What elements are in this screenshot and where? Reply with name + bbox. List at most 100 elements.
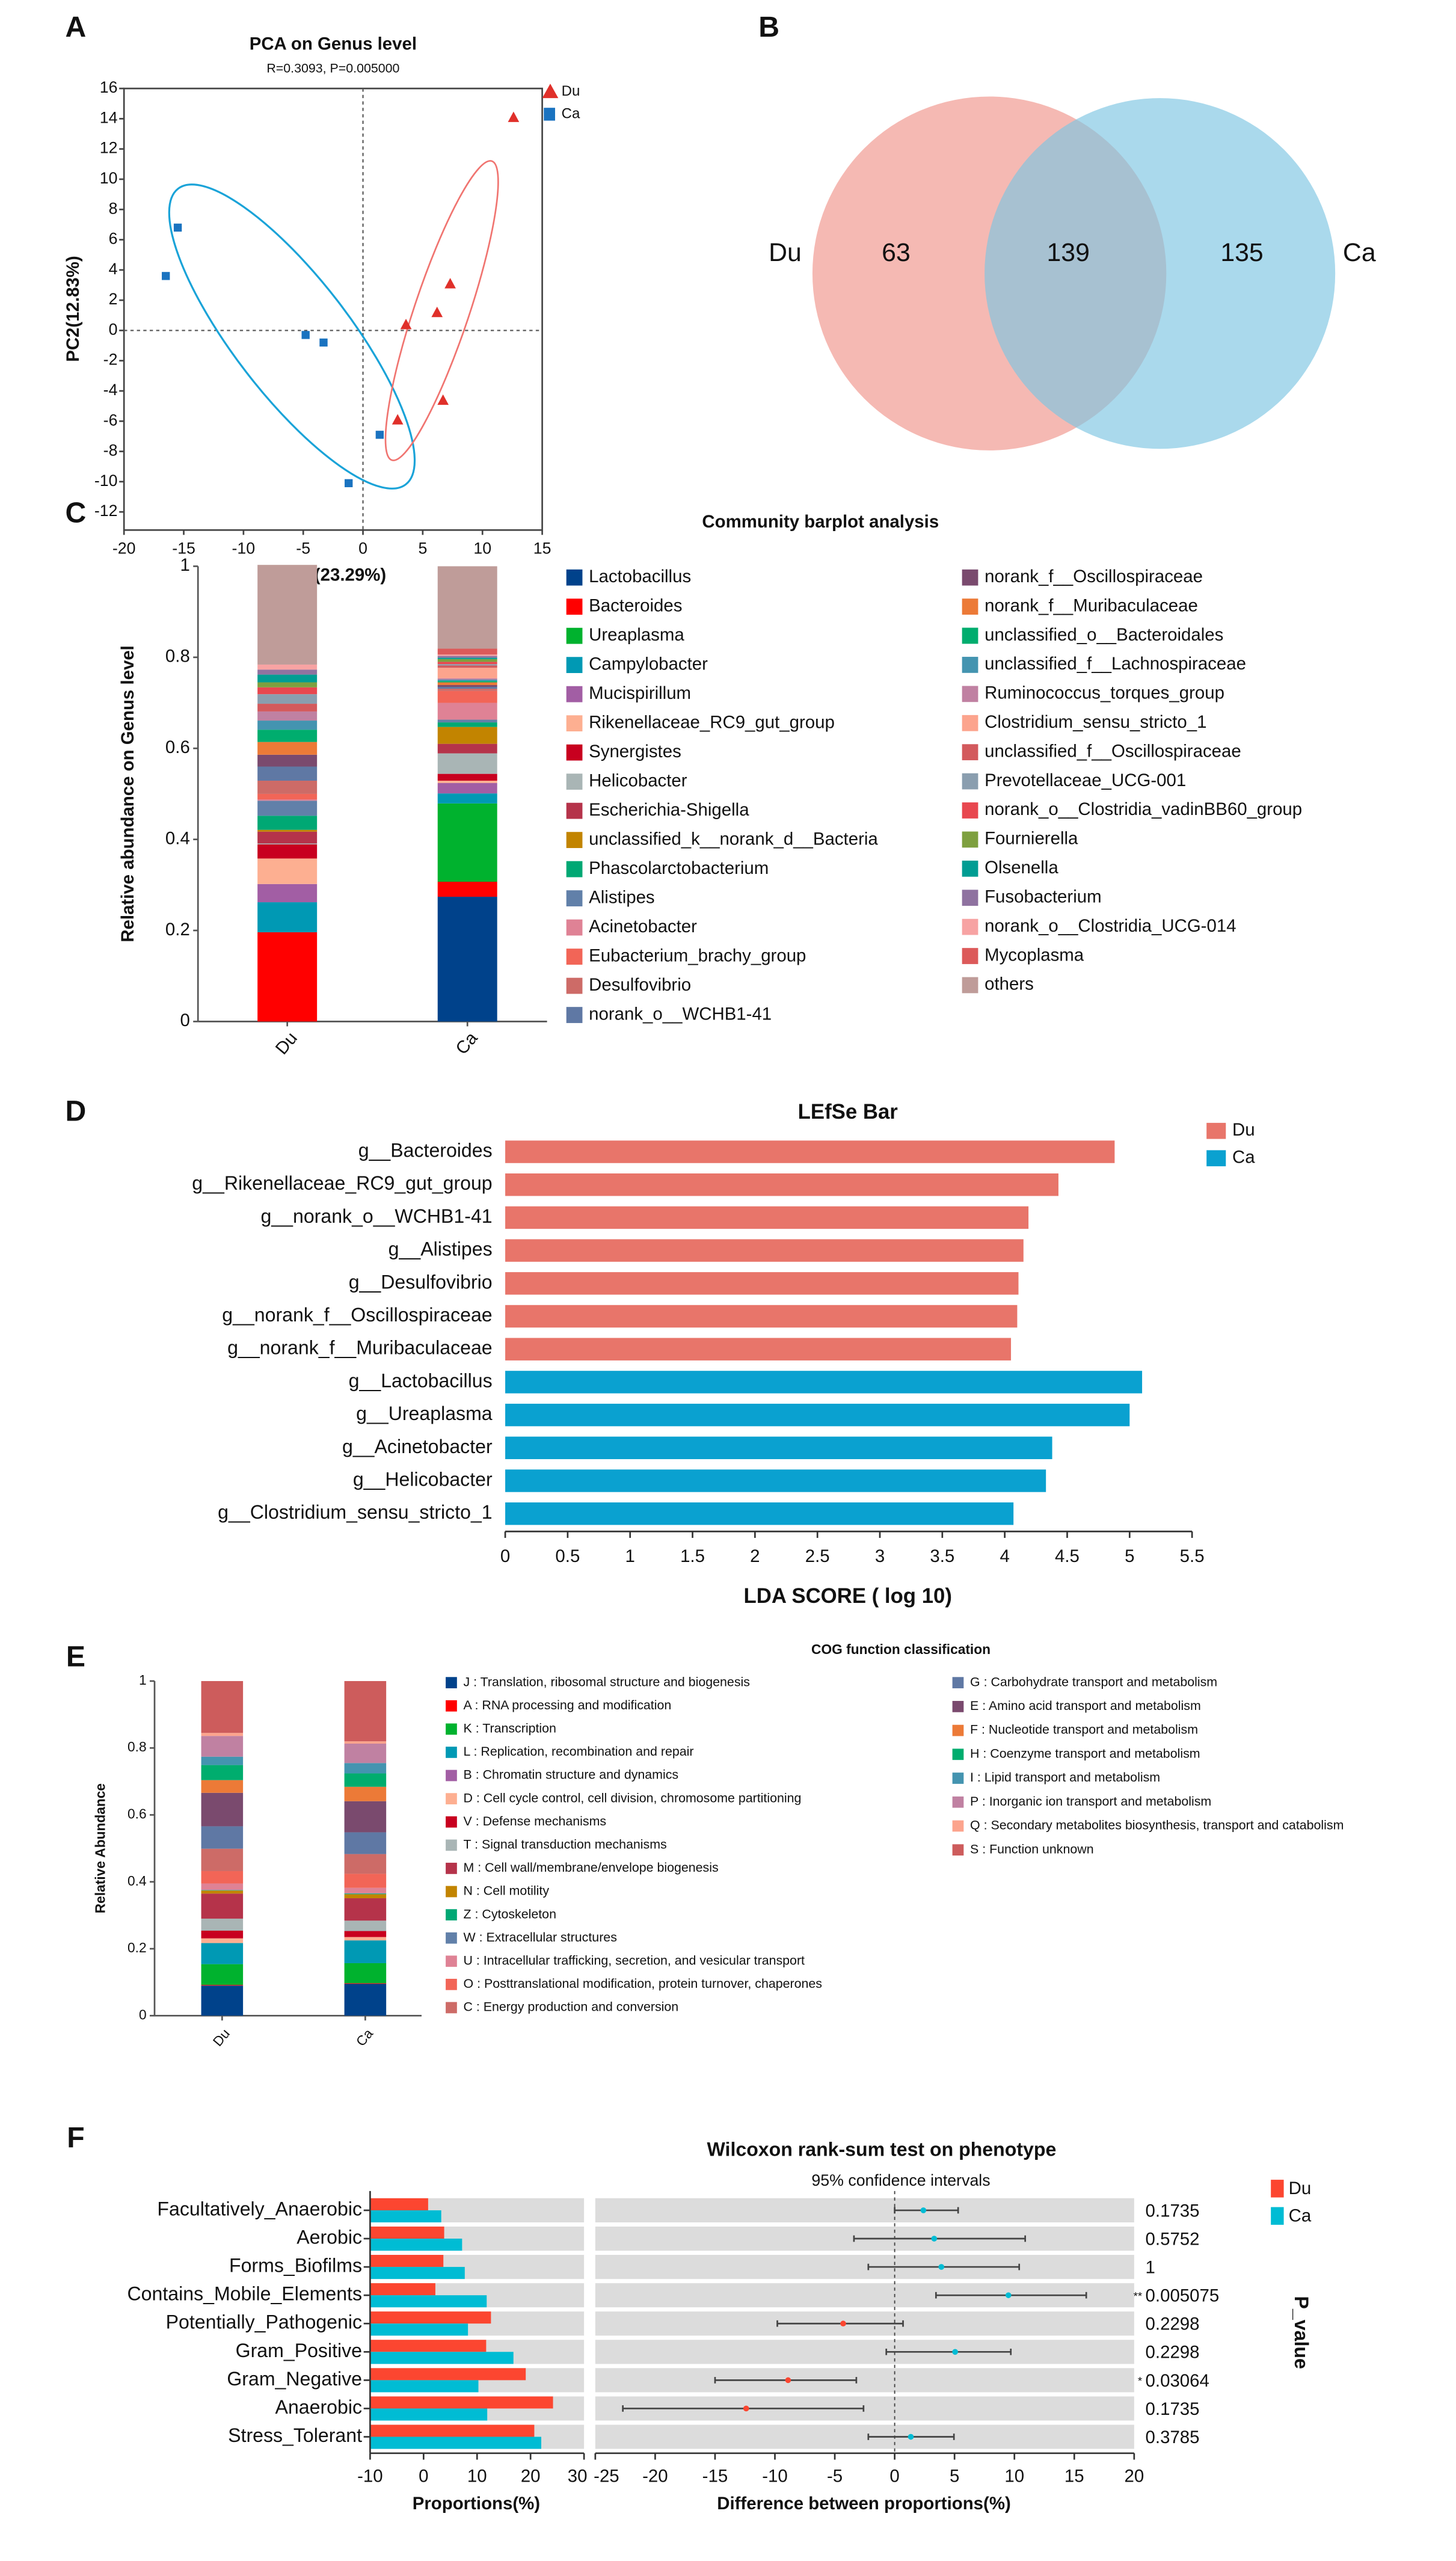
confidence-ellipse-ca [168, 183, 416, 490]
legend-label: F : Nucleotide transport and metabolism [970, 1723, 1198, 1737]
stack-segment [437, 803, 497, 882]
panel-a: A PCA on Genus level R=0.3093, P=0.005000 -… [63, 11, 580, 585]
legend-label: unclassified_f__Oscillospiraceae [984, 741, 1241, 761]
panel-e: E 0 0.2 0.4 0.6 0.8 1 Du Ca Relative Abundance COG… [66, 1640, 1344, 2049]
stack-segment [344, 1984, 387, 2016]
bar-label: g__Clostridium_sensu_stricto_1 [218, 1501, 492, 1523]
lda-bar [505, 1403, 1130, 1427]
stack-segment [257, 704, 318, 712]
x-tick-label: -15 [702, 2467, 728, 2486]
legend-swatch [1271, 2207, 1284, 2225]
stack-segment [257, 669, 318, 675]
stack-segment [257, 754, 318, 767]
stack-segment [437, 753, 497, 774]
bar-label: g__norank_o__WCHB1-41 [260, 1205, 492, 1227]
legend-label: K : Transcription [464, 1721, 556, 1736]
stack-segment [437, 566, 497, 649]
bar-label: g__Rikenellaceae_RC9_gut_group [192, 1172, 492, 1194]
p-value-axis-title: P_value [1291, 2296, 1312, 2369]
venn-set-label: Du [769, 238, 802, 267]
stack-segment [344, 1744, 387, 1763]
chart-subtitle: R=0.3093, P=0.005000 [266, 61, 399, 76]
difference-point [908, 2433, 914, 2440]
proportion-bar-ca [370, 2295, 487, 2308]
legend-label: Du [1289, 2178, 1312, 2198]
legend-label: Q : Secondary metabolites biosynthesis, … [970, 1818, 1344, 1833]
chart-title: Wilcoxon rank-sum test on phenotype [707, 2138, 1057, 2160]
stack-segment [437, 668, 497, 678]
stack-segment [257, 799, 318, 801]
stack-segment [344, 1786, 387, 1801]
venn-count-du: 63 [882, 238, 911, 267]
legend-swatch [446, 1723, 457, 1735]
stack-segment [437, 703, 497, 720]
stack-segment [437, 664, 497, 666]
stack-segment [344, 1741, 387, 1744]
bar-label: g__Lactobacillus [349, 1370, 493, 1391]
data-point-ca [375, 431, 384, 439]
legend-label: others [984, 974, 1034, 994]
legend-swatch [446, 1816, 457, 1828]
stack-segment [344, 1983, 387, 1984]
difference-point [931, 2236, 938, 2242]
legend-label: T : Signal transduction mechanisms [464, 1837, 667, 1851]
legend-swatch [952, 1820, 964, 1832]
legend-swatch [446, 1863, 457, 1874]
legend-label: Clostridium_sensu_stricto_1 [984, 712, 1206, 732]
stack-segment [344, 1874, 387, 1888]
y-tick-label: 16 [100, 78, 118, 96]
panel-f: F Wilcoxon rank-sum test on phenotype 95% … [67, 2121, 1312, 2513]
stack-segment [437, 681, 497, 683]
x-tick-label: 5 [418, 539, 427, 557]
bar-label: g__Desulfovibrio [349, 1271, 493, 1293]
x-tick-label: Ca [452, 1028, 482, 1059]
lda-bar [505, 1173, 1058, 1196]
x-tick-label: 10 [473, 539, 491, 557]
row-band-right [595, 2424, 1134, 2449]
legend-label: Ureaplasma [589, 625, 684, 645]
chart-title: LEfSe Bar [798, 1101, 898, 1124]
row-band-right [595, 2368, 1134, 2393]
venn-count-ca: 135 [1220, 238, 1263, 267]
legend-label: Z : Cytoskeleton [464, 1907, 556, 1921]
category-label: Gram_Negative [227, 2368, 362, 2390]
stack-segment [257, 694, 318, 704]
x-tick-label: -20 [112, 539, 136, 557]
significance-marker: ** [1134, 2290, 1143, 2302]
legend-swatch [446, 1769, 457, 1782]
stack-segment [437, 882, 497, 897]
y-tick-label: 1 [180, 555, 189, 575]
legend-swatch [952, 1724, 964, 1736]
legend-label: Ca [1289, 2206, 1312, 2225]
stack-segment [344, 1931, 387, 1937]
data-point-ca [301, 331, 310, 339]
proportion-bar-du [370, 2368, 526, 2381]
x-tick-label: 0 [358, 539, 367, 557]
stack-segment [257, 844, 318, 859]
legend-swatch [446, 1979, 457, 1990]
stack-segment [201, 1736, 244, 1757]
p-value: 0.1735 [1146, 2201, 1200, 2221]
legend-label: S : Function unknown [970, 1842, 1094, 1856]
legend-swatch [566, 627, 583, 644]
x-tick-label: -5 [827, 2467, 843, 2486]
stack-segment [437, 793, 497, 804]
lda-bar [505, 1371, 1143, 1394]
legend-swatch [962, 657, 978, 673]
bar-label: g__Bacteroides [358, 1140, 493, 1161]
stack-segment [201, 1883, 244, 1890]
stack-segment [201, 1871, 244, 1884]
legend-label: M : Cell wall/membrane/envelope biogenes… [464, 1860, 719, 1875]
proportion-bar-du [370, 2226, 444, 2239]
stack-segment [257, 730, 318, 742]
stack-segment [257, 711, 318, 721]
bar-label: g__Ureaplasma [356, 1403, 493, 1424]
data-point-ca [173, 223, 182, 232]
x-axis-title-left: Proportions(%) [413, 2494, 540, 2513]
stack-segment [437, 689, 497, 691]
lda-bar [505, 1140, 1115, 1163]
legend-label: Ca [1232, 1147, 1255, 1167]
legend-square-icon [544, 108, 555, 121]
x-tick-label: 15 [533, 539, 551, 557]
venn-set-label: Ca [1343, 238, 1376, 267]
